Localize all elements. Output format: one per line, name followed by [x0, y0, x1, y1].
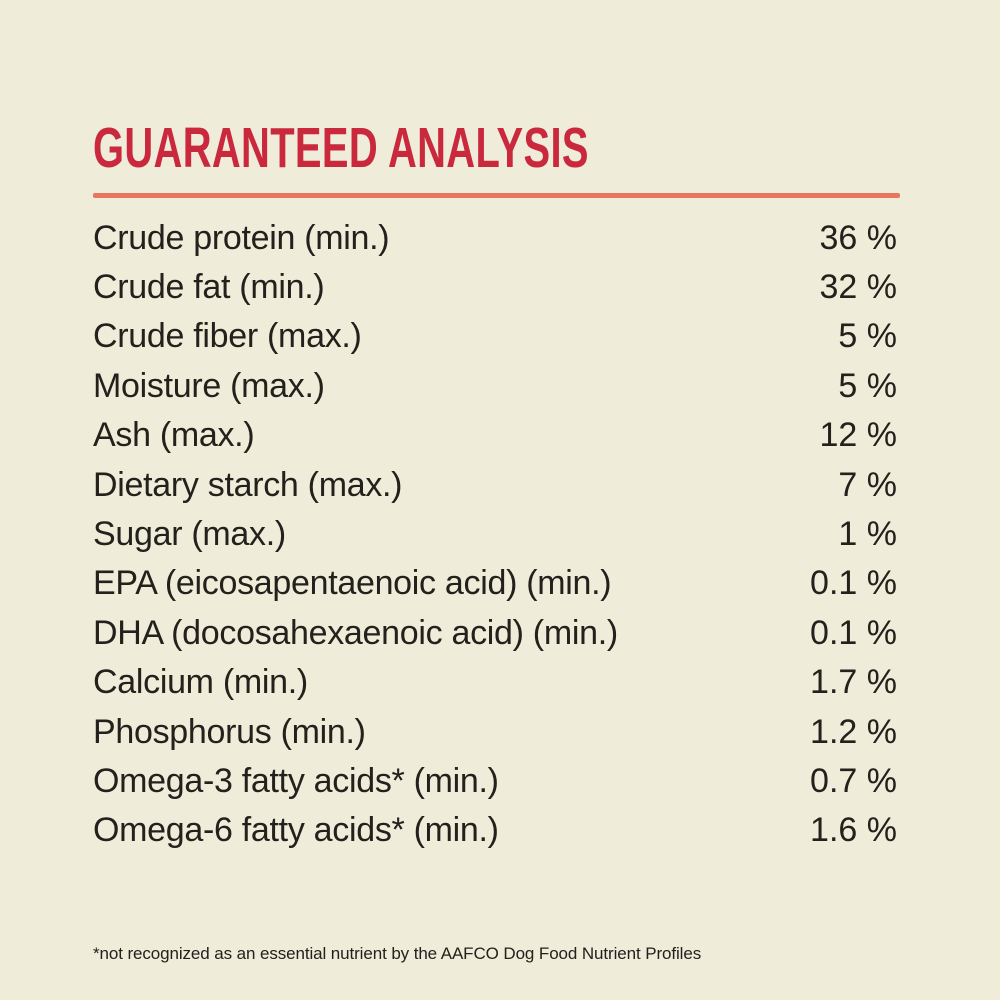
table-row: Crude protein (min.) 36 % — [93, 213, 897, 262]
nutrient-value: 1 % — [838, 515, 897, 554]
nutrient-label: Crude fat (min.) — [93, 268, 325, 307]
table-row: Ash (max.) 12 % — [93, 411, 897, 460]
nutrient-label: Moisture (max.) — [93, 366, 325, 405]
nutrient-value: 1.6 % — [810, 811, 897, 850]
nutrient-label: Omega-3 fatty acids* (min.) — [93, 761, 499, 800]
nutrient-label: Ash (max.) — [93, 416, 255, 455]
table-row: Calcium (min.) 1.7 % — [93, 658, 897, 707]
nutrient-label: Dietary starch (max.) — [93, 465, 403, 504]
nutrient-label: Crude protein (min.) — [93, 218, 390, 257]
table-row: Sugar (max.) 1 % — [93, 509, 897, 558]
table-row: Dietary starch (max.) 7 % — [93, 460, 897, 509]
table-row: Omega-6 fatty acids* (min.) 1.6 % — [93, 806, 897, 855]
table-row: Omega-3 fatty acids* (min.) 0.7 % — [93, 756, 897, 805]
page-title: GUARANTEED ANALYSIS — [93, 116, 589, 180]
analysis-table: Crude protein (min.) 36 % Crude fat (min… — [93, 213, 897, 855]
nutrient-label: EPA (eicosapentaenoic acid) (min.) — [93, 564, 612, 603]
nutrient-value: 12 % — [819, 416, 898, 455]
title-underline — [93, 193, 900, 198]
table-row: DHA (docosahexaenoic acid) (min.) 0.1 % — [93, 608, 897, 657]
nutrient-value: 1.2 % — [810, 712, 897, 751]
nutrient-value: 5 % — [838, 366, 897, 405]
nutrient-value: 32 % — [819, 268, 898, 307]
table-row: Crude fat (min.) 32 % — [93, 262, 897, 311]
table-row: Crude fiber (max.) 5 % — [93, 312, 897, 361]
table-row: EPA (eicosapentaenoic acid) (min.) 0.1 % — [93, 559, 897, 608]
nutrient-label: DHA (docosahexaenoic acid) (min.) — [93, 613, 618, 652]
nutrient-value: 1.7 % — [810, 663, 897, 702]
nutrient-value: 0.7 % — [810, 761, 897, 800]
table-row: Phosphorus (min.) 1.2 % — [93, 707, 897, 756]
nutrient-label: Crude fiber (max.) — [93, 317, 362, 356]
nutrient-label: Omega-6 fatty acids* (min.) — [93, 811, 499, 850]
nutrient-value: 0.1 % — [810, 564, 897, 603]
table-row: Moisture (max.) 5 % — [93, 361, 897, 410]
nutrient-value: 0.1 % — [810, 613, 897, 652]
nutrient-value: 7 % — [838, 465, 897, 504]
nutrient-label: Phosphorus (min.) — [93, 712, 366, 751]
nutrient-label: Calcium (min.) — [93, 663, 308, 702]
nutrient-label: Sugar (max.) — [93, 515, 286, 554]
nutrient-value: 5 % — [838, 317, 897, 356]
nutrient-value: 36 % — [819, 218, 898, 257]
aafco-footnote: *not recognized as an essential nutrient… — [93, 944, 702, 963]
